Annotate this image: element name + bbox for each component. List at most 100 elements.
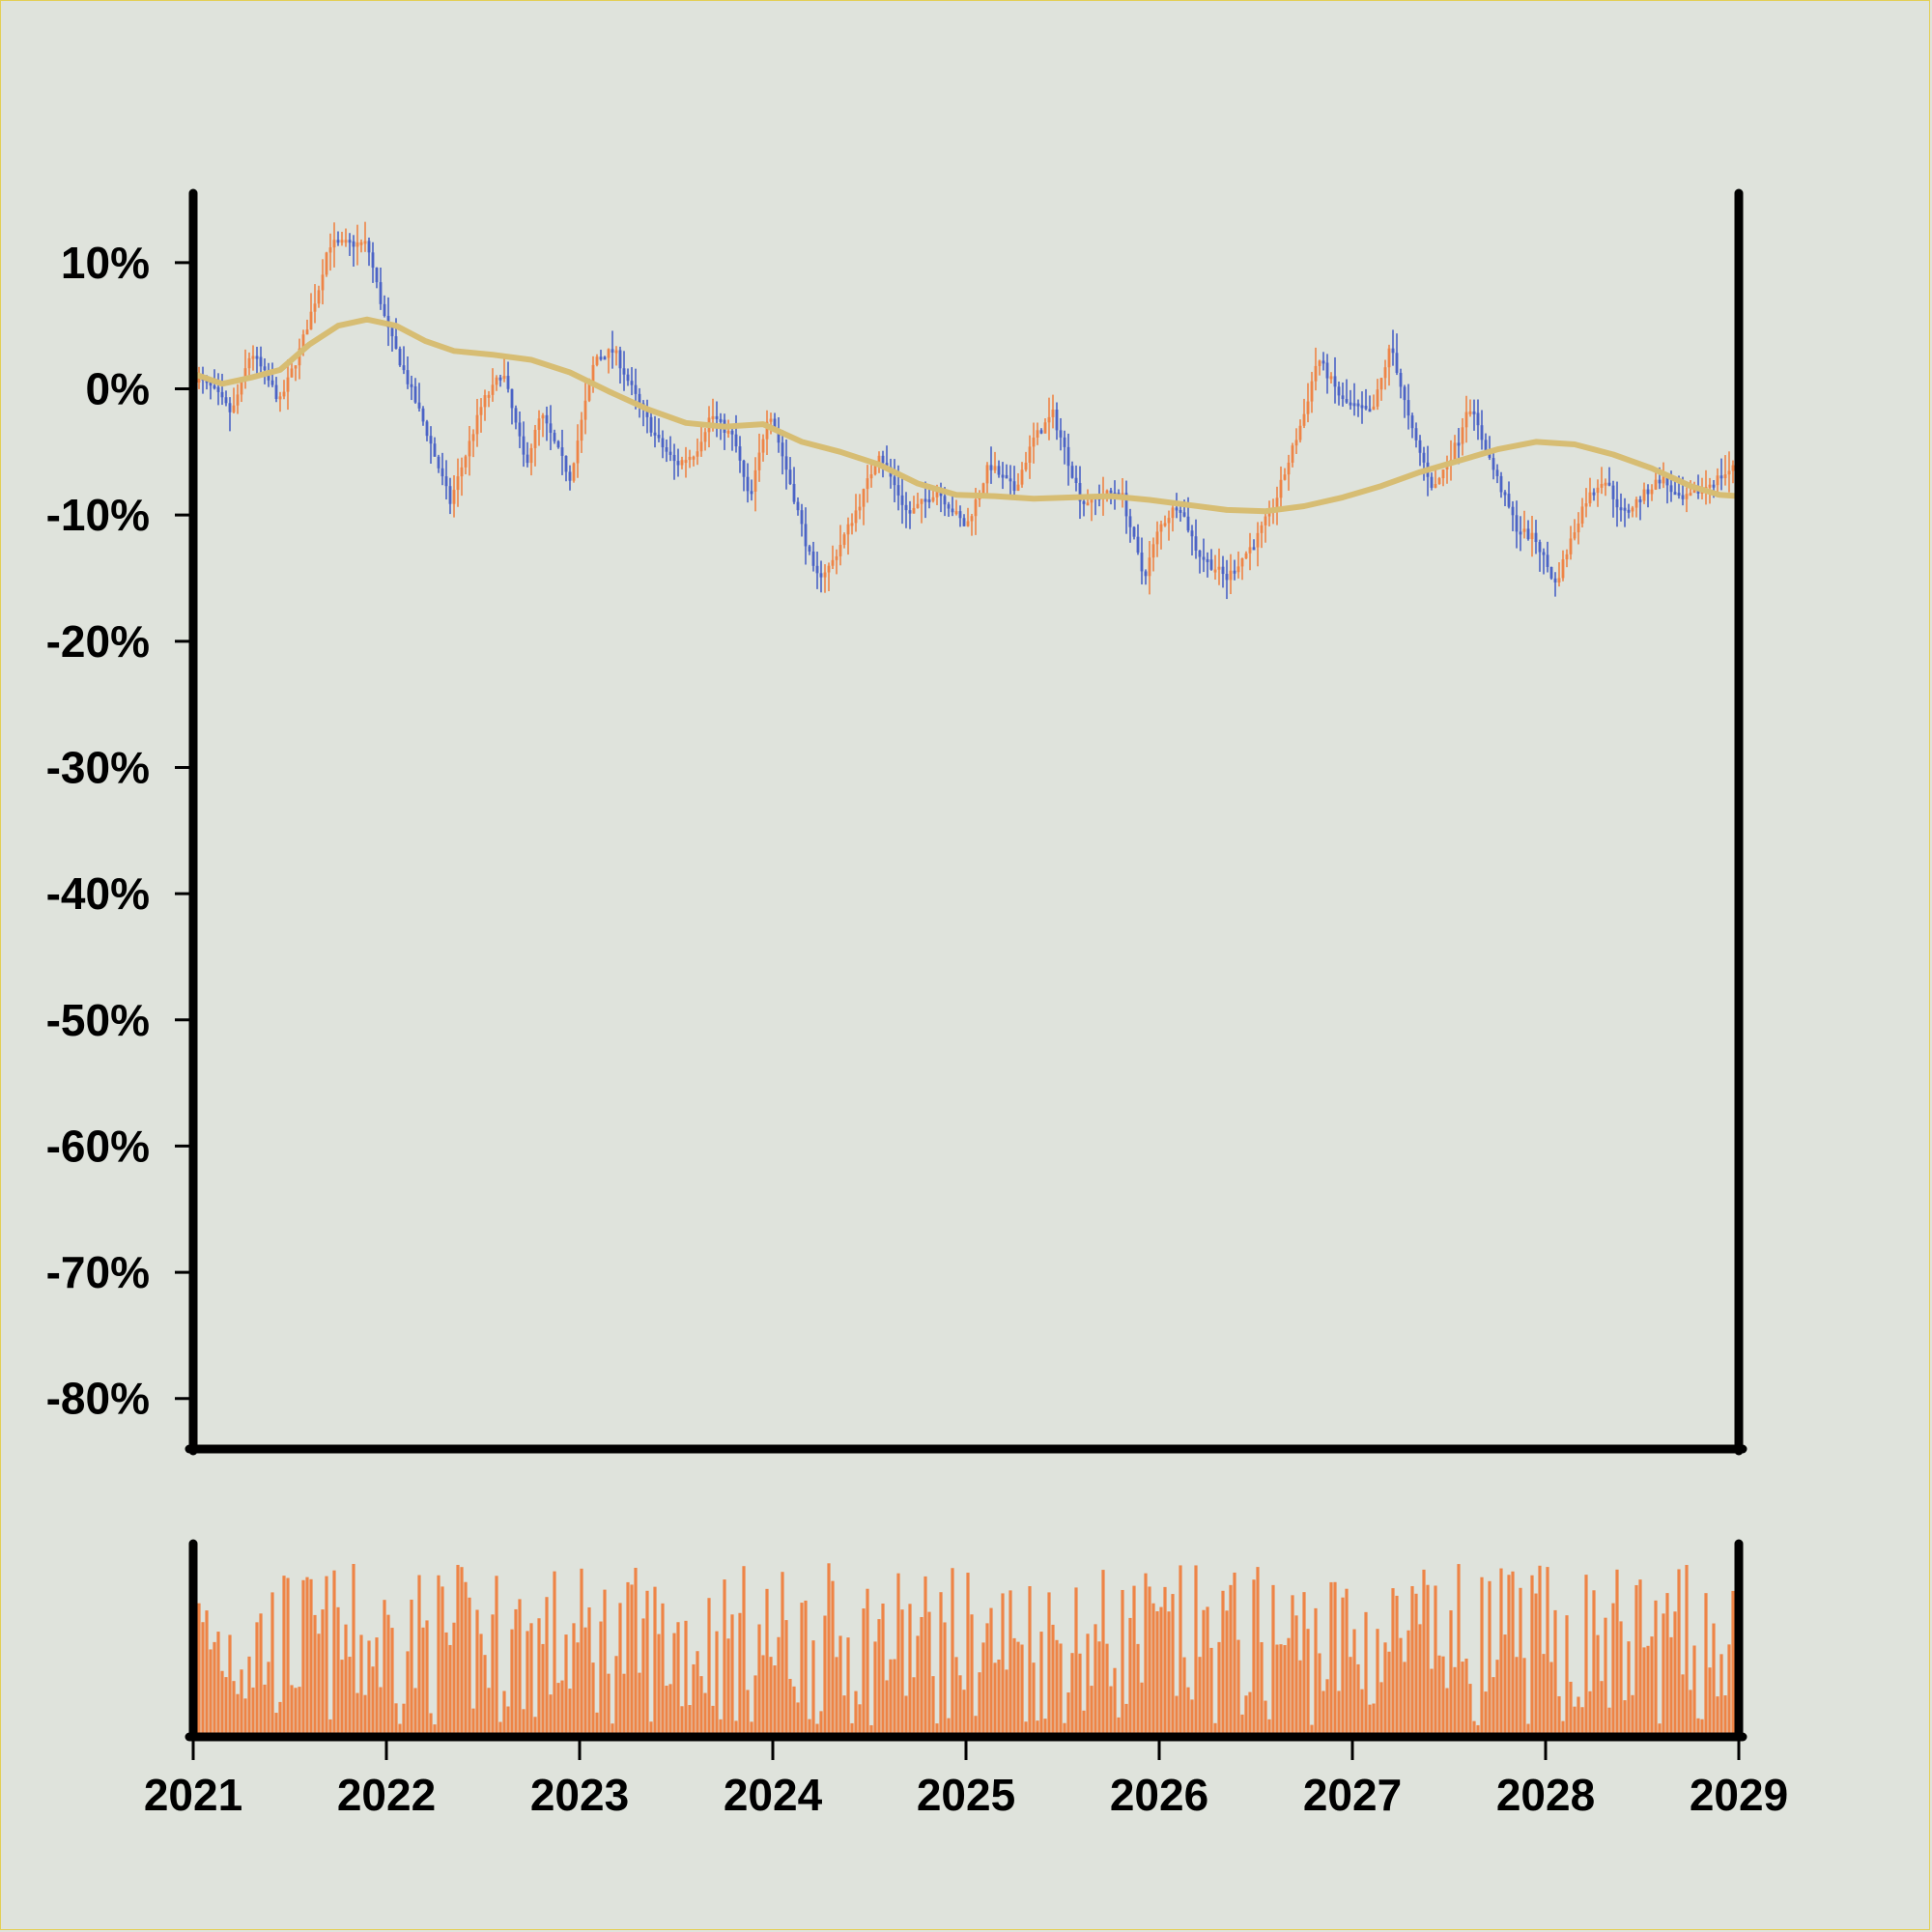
y-tick-label: -70% — [46, 1247, 150, 1297]
candle-body — [595, 356, 599, 365]
candle-body — [1217, 566, 1221, 570]
candle-body — [1264, 516, 1267, 526]
volume-bar — [1372, 1703, 1376, 1734]
candle-body — [1430, 476, 1434, 488]
volume-bar — [1036, 1720, 1039, 1734]
candle-body — [259, 356, 263, 367]
volume-bar — [1673, 1611, 1677, 1734]
volume-bar — [1364, 1611, 1368, 1734]
volume-bar — [1236, 1639, 1240, 1734]
volume-bar — [1066, 1692, 1070, 1734]
volume-bar — [819, 1711, 823, 1734]
candle-body — [355, 242, 359, 247]
volume-bar — [1136, 1643, 1140, 1734]
candle-body — [529, 447, 533, 464]
volume-bar — [1325, 1679, 1329, 1734]
volume-bar — [1627, 1641, 1631, 1734]
x-tick-label: 2022 — [337, 1770, 436, 1820]
candle-body — [251, 355, 255, 359]
volume-bar — [1182, 1657, 1186, 1734]
candle-body — [1642, 489, 1646, 501]
candle-body — [286, 377, 290, 392]
volume-bar — [232, 1681, 236, 1734]
volume-bar — [862, 1608, 866, 1734]
candle-body — [506, 376, 510, 389]
volume-bar — [1233, 1572, 1236, 1734]
candle-body — [1453, 442, 1457, 461]
volume-bar — [336, 1606, 340, 1734]
candle-body — [1387, 348, 1391, 368]
volume-bar — [1032, 1662, 1036, 1734]
volume-bar — [1573, 1706, 1577, 1734]
candle-body — [568, 471, 572, 481]
volume-bar — [541, 1643, 545, 1734]
volume-bar — [1464, 1658, 1468, 1734]
candle-body — [1109, 490, 1113, 494]
candle-body — [1047, 416, 1051, 423]
volume-bar — [417, 1575, 421, 1734]
volume-bar — [1167, 1611, 1171, 1734]
volume-bar — [1279, 1644, 1283, 1734]
candle-body — [811, 551, 815, 566]
volume-bar — [1677, 1569, 1681, 1734]
volume-bar — [332, 1570, 336, 1734]
candle-body — [498, 377, 502, 381]
volume-bar — [943, 1622, 947, 1734]
candle-body — [580, 419, 583, 441]
volume-bar — [1538, 1565, 1542, 1734]
volume-bar — [939, 1592, 943, 1734]
volume-bar — [1607, 1707, 1611, 1734]
volume-bar — [1352, 1629, 1356, 1734]
volume-bar — [750, 1721, 753, 1734]
candle-body — [240, 378, 243, 395]
candle-body — [243, 368, 247, 379]
volume-bar — [1399, 1637, 1403, 1734]
candle-body — [491, 384, 495, 395]
candle-body — [1341, 395, 1345, 400]
volume-bar — [823, 1615, 827, 1734]
volume-bar — [1271, 1584, 1275, 1734]
volume-bar — [1051, 1624, 1055, 1734]
candle-body — [1658, 479, 1662, 484]
candle-body — [951, 508, 954, 513]
volume-bar — [981, 1642, 985, 1734]
candle-body — [1318, 360, 1321, 366]
volume-bar — [614, 1656, 618, 1734]
volume-bar — [668, 1684, 672, 1734]
candle-body — [1549, 566, 1553, 579]
candle-body — [676, 461, 680, 466]
candle-body — [545, 414, 549, 424]
candle-body — [1534, 532, 1538, 543]
volume-bar — [1646, 1645, 1650, 1734]
volume-bar — [1097, 1641, 1101, 1734]
volume-bar — [440, 1586, 444, 1734]
candle-body — [1105, 490, 1109, 497]
candle-body — [344, 240, 348, 243]
candle-body — [1032, 438, 1036, 447]
volume-bar — [247, 1656, 251, 1734]
candle-body — [1403, 386, 1406, 401]
candle-body — [313, 303, 317, 312]
volume-bar — [1217, 1641, 1221, 1734]
volume-bar — [634, 1567, 638, 1734]
candle-body — [321, 274, 325, 291]
candle-body — [1345, 399, 1349, 403]
candle-body — [375, 268, 379, 283]
candle-body — [1507, 494, 1511, 507]
candle-body — [1124, 493, 1128, 517]
candle-body — [665, 447, 668, 452]
candle-body — [850, 523, 854, 526]
volume-bar — [954, 1657, 958, 1734]
volume-bar — [1155, 1611, 1159, 1734]
candle-body — [1584, 503, 1588, 507]
volume-bar — [560, 1680, 564, 1734]
candle-body — [1074, 477, 1078, 483]
candle-body — [645, 409, 649, 417]
candle-body — [715, 415, 719, 419]
volume-bar — [267, 1662, 270, 1734]
x-tick-label: 2024 — [724, 1770, 823, 1820]
volume-bar — [274, 1713, 278, 1734]
candle-body — [672, 454, 676, 462]
